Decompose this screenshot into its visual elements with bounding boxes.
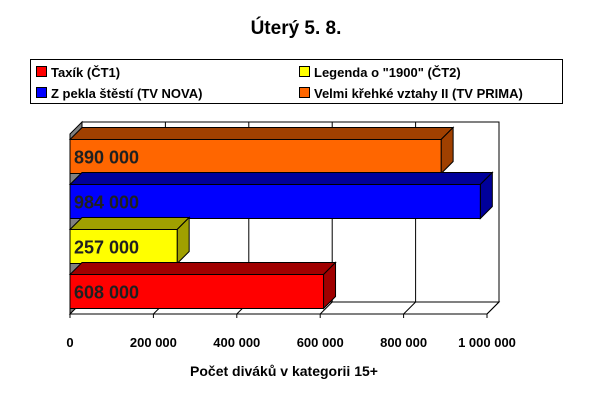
gridline-floor	[319, 301, 333, 315]
data-label: 257 000	[74, 238, 139, 258]
legend-swatch-taxik	[36, 66, 47, 77]
legend-item-z-pekla: Z pekla štěstí (TV NOVA)	[36, 86, 202, 101]
legend-label-legenda: Legenda o "1900" (ČT2)	[314, 65, 461, 80]
x-tick-label: 600 000	[297, 335, 344, 350]
bar	[69, 139, 442, 174]
x-tick-label: 1 000 000	[458, 335, 516, 350]
x-axis-label: Počet diváků v kategorii 15+	[190, 363, 378, 379]
bar-top-face	[68, 217, 191, 230]
bar-top-face	[68, 262, 337, 275]
legend-label-z-pekla: Z pekla štěstí (TV NOVA)	[51, 86, 203, 101]
x-tick-labels: 0 200 000 400 000 600 000 800 000 1 000 000	[66, 313, 516, 350]
chart-legend: Taxík (ČT1) Legenda o "1900" (ČT2) Z pek…	[30, 59, 563, 104]
bar	[69, 274, 325, 309]
data-label: 984 000	[74, 193, 139, 213]
bar-top-face	[68, 172, 494, 185]
page-title: Úterý 5. 8.	[250, 18, 342, 39]
x-tick-label: 0	[66, 335, 73, 350]
gridline-floor	[403, 301, 416, 315]
legend-item-taxik: Taxík (ČT1)	[36, 65, 120, 80]
bar	[69, 229, 178, 264]
legend-item-velmi: Velmi křehké vztahy II (TV PRIMA)	[299, 86, 523, 101]
gridline-floor	[486, 301, 500, 315]
x-tick-label: 200 000	[130, 335, 177, 350]
legend-item-legenda: Legenda o "1900" (ČT2)	[299, 65, 461, 80]
x-tick-label: 400 000	[213, 335, 260, 350]
bar	[69, 184, 481, 219]
legend-swatch-legenda	[299, 66, 310, 77]
legend-swatch-z-pekla	[36, 87, 47, 98]
data-label: 890 000	[74, 148, 139, 168]
legend-label-taxik: Taxík (ČT1)	[51, 65, 121, 80]
bar-top-face	[68, 127, 455, 140]
legend-swatch-velmi	[299, 87, 310, 98]
data-labels: 890 000 984 000 257 000 608 000	[74, 148, 139, 303]
x-tick-label: 800 000	[380, 335, 427, 350]
data-label: 608 000	[74, 283, 139, 303]
legend-label-velmi: Velmi křehké vztahy II (TV PRIMA)	[314, 86, 523, 101]
bars	[68, 126, 494, 310]
